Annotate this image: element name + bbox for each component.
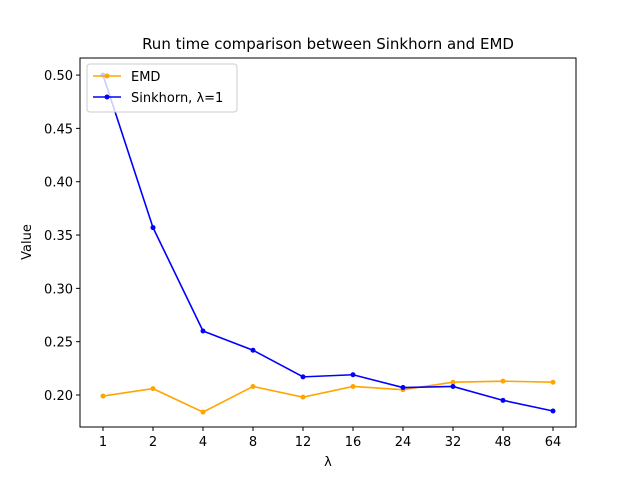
- x-tick-label: 1: [99, 435, 107, 450]
- x-tick-label: 4: [199, 435, 207, 450]
- data-point: [350, 383, 356, 389]
- data-point: [550, 408, 556, 414]
- data-point: [150, 386, 156, 392]
- legend-marker: [104, 94, 110, 100]
- x-tick-label: 8: [249, 435, 257, 450]
- x-tick-label: 2: [149, 435, 157, 450]
- plot-frame: [79, 57, 577, 428]
- y-tick-label: 0.50: [44, 69, 73, 84]
- x-axis: 1 2 4 8 12 16 24 32 48 64: [99, 427, 561, 450]
- y-tick-label: 0.40: [44, 176, 73, 191]
- x-tick-label: 32: [445, 435, 462, 450]
- data-point: [450, 383, 456, 389]
- data-point: [250, 347, 256, 353]
- legend-label: EMD: [131, 70, 160, 85]
- x-tick-label: 64: [545, 435, 562, 450]
- legend-entry: EMD: [93, 70, 160, 85]
- x-tick-label: 12: [295, 435, 312, 450]
- legend-box: [86, 63, 238, 113]
- series-emd: [100, 378, 556, 415]
- data-point: [300, 394, 306, 400]
- data-point: [550, 379, 556, 385]
- data-point: [350, 372, 356, 378]
- x-tick-label: 48: [495, 435, 512, 450]
- legend-marker: [104, 73, 110, 79]
- x-tick-label: 24: [395, 435, 412, 450]
- y-axis: 0.20 0.25 0.30 0.35 0.40 0.45 0.50: [44, 69, 80, 404]
- y-tick-label: 0.20: [44, 389, 73, 404]
- data-point: [200, 409, 206, 415]
- series-layer: [100, 72, 556, 415]
- data-point: [500, 397, 506, 403]
- data-point: [500, 378, 506, 384]
- chart-title: Run time comparison between Sinkhorn and…: [142, 35, 514, 53]
- data-point: [300, 374, 306, 380]
- series-sinkhorn: [100, 72, 556, 414]
- y-tick-label: 0.45: [44, 122, 73, 137]
- data-point: [400, 385, 406, 391]
- y-tick-label: 0.25: [44, 336, 73, 351]
- data-point: [100, 393, 106, 399]
- data-point: [250, 383, 256, 389]
- legend-label: Sinkhorn, λ=1: [131, 91, 223, 106]
- x-tick-label: 16: [345, 435, 362, 450]
- series-line: [102, 380, 554, 413]
- legend-entry: Sinkhorn, λ=1: [93, 91, 223, 106]
- y-tick-label: 0.30: [44, 282, 73, 297]
- y-axis-label: Value: [20, 224, 35, 260]
- data-point: [150, 225, 156, 231]
- legend: EMD Sinkhorn, λ=1: [86, 63, 238, 113]
- y-tick-label: 0.35: [44, 229, 73, 244]
- data-point: [450, 379, 456, 385]
- data-point: [200, 328, 206, 334]
- series-line: [102, 74, 554, 412]
- x-axis-label: λ: [324, 455, 332, 470]
